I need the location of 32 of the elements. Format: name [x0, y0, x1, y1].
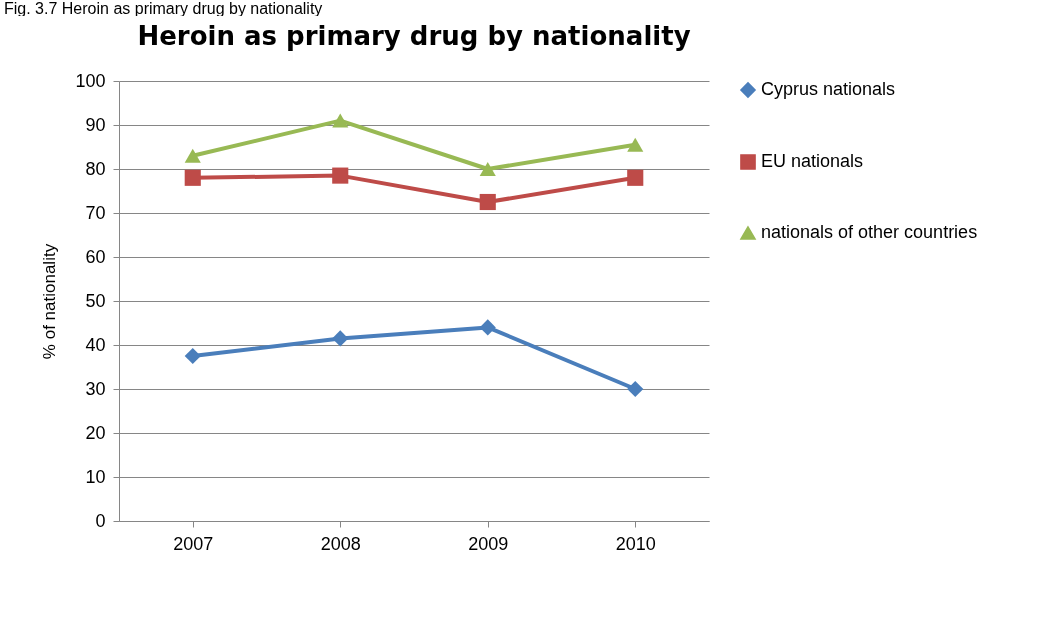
- y-tick-label: 80: [85, 158, 106, 179]
- y-tick-label: 90: [85, 114, 106, 135]
- y-tick-label: 40: [85, 334, 106, 355]
- point: [627, 137, 644, 152]
- point: [184, 347, 201, 365]
- point: [627, 169, 644, 186]
- point: [479, 193, 496, 211]
- y-tick-label: 0: [95, 510, 106, 531]
- point: [479, 162, 496, 176]
- point: [627, 380, 644, 398]
- y-tick-label: 50: [85, 290, 106, 311]
- legend-label: EU nationals: [761, 151, 864, 171]
- y-tick-label: 60: [85, 246, 106, 267]
- x-tick-label: 2008: [320, 533, 361, 554]
- y-tick-label: 70: [85, 202, 106, 223]
- point: [184, 148, 201, 163]
- chart-title: Heroin as primary drug by nationality: [137, 21, 691, 51]
- x-tick-label: 2010: [615, 533, 656, 554]
- y-tick-label: 20: [85, 422, 106, 443]
- y-tick-label: 30: [85, 378, 106, 399]
- legend-label: nationals of other countries: [761, 222, 978, 242]
- x-tick-label: 2007: [173, 533, 214, 554]
- point: [332, 330, 349, 347]
- point: [184, 169, 201, 186]
- y-tick-label: 10: [85, 466, 106, 487]
- y-axis-title: % of nationality: [40, 243, 60, 360]
- point: [479, 319, 496, 336]
- legend-label: Cyprus nationals: [761, 79, 896, 99]
- point: [332, 113, 349, 128]
- y-tick-label: 100: [75, 70, 106, 91]
- point: [332, 167, 349, 184]
- x-tick-label: 2009: [468, 533, 509, 554]
